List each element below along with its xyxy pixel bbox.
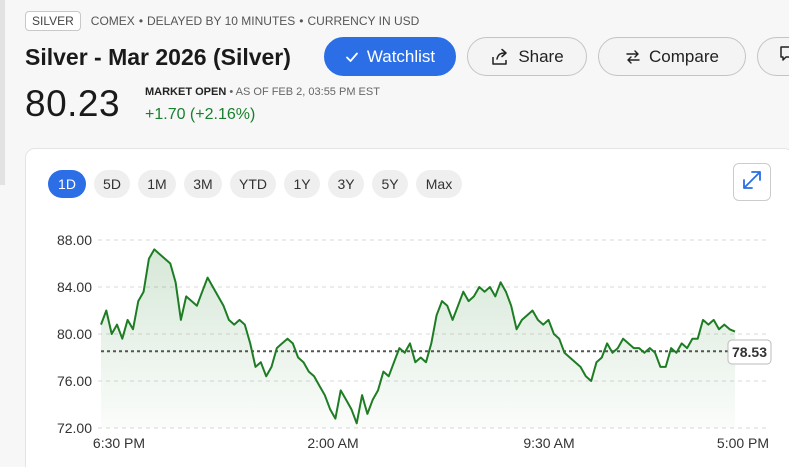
price-area-fill [101, 249, 735, 428]
previous-close-badge: 78.53 [727, 339, 772, 365]
delay-label: DELAYED BY 10 MINUTES [147, 14, 296, 28]
y-tick-label: 76.00 [57, 373, 92, 389]
range-5y[interactable]: 5Y [372, 170, 408, 198]
expand-chart-button[interactable] [733, 163, 771, 201]
separator-dot: • [229, 86, 236, 98]
range-max[interactable]: Max [416, 170, 462, 198]
share-icon [490, 48, 510, 66]
y-tick-label: 88.00 [57, 232, 92, 248]
range-3m[interactable]: 3M [184, 170, 222, 198]
compare-button[interactable]: Compare [598, 37, 746, 76]
range-3y[interactable]: 3Y [328, 170, 364, 198]
y-tick-label: 72.00 [57, 420, 92, 436]
share-button[interactable]: Share [467, 37, 587, 76]
symbol-badge: SILVER [25, 11, 81, 31]
left-edge-rule [0, 0, 5, 185]
quote-meta-row: SILVER COMEX • DELAYED BY 10 MINUTES • C… [25, 11, 419, 31]
separator-dot: • [138, 14, 144, 28]
range-1m[interactable]: 1M [138, 170, 176, 198]
market-open-label: MARKET OPEN [145, 86, 227, 98]
comment-button[interactable] [757, 37, 789, 76]
compare-arrows-icon [625, 49, 641, 65]
range-5d[interactable]: 5D [94, 170, 130, 198]
checkmark-icon [345, 50, 359, 64]
y-tick-label: 84.00 [57, 279, 92, 295]
expand-icon [740, 168, 764, 197]
comment-icon [778, 45, 789, 68]
currency-label: CURRENCY IN USD [307, 14, 420, 28]
x-tick-label: 5:00 PM [717, 435, 769, 451]
range-1y[interactable]: 1Y [284, 170, 320, 198]
x-tick-label: 6:30 PM [93, 435, 145, 451]
exchange-label: COMEX [90, 14, 135, 28]
watchlist-button[interactable]: Watchlist [324, 37, 456, 76]
range-ytd[interactable]: YTD [230, 170, 276, 198]
range-selector: 1D 5D 1M 3M YTD 1Y 3Y 5Y Max [48, 170, 470, 198]
action-bar: Watchlist Share Compare [324, 37, 789, 76]
x-tick-label: 2:00 AM [307, 435, 358, 451]
previous-close-label: 78.53 [732, 344, 767, 360]
page-title: Silver - Mar 2026 (Silver) [25, 44, 291, 70]
share-label: Share [518, 46, 564, 66]
y-tick-label: 80.00 [57, 326, 92, 342]
market-status: MARKET OPEN • AS OF FEB 2, 03:55 PM EST [145, 86, 380, 98]
separator-dot: • [299, 14, 304, 28]
compare-label: Compare [649, 46, 719, 66]
x-tick-label: 9:30 AM [523, 435, 574, 451]
as-of-label: AS OF FEB 2, 03:55 PM EST [235, 86, 380, 98]
current-price: 80.23 [25, 83, 121, 124]
watchlist-label: Watchlist [366, 46, 436, 66]
range-1d[interactable]: 1D [48, 170, 86, 198]
price-series-line [100, 248, 736, 425]
price-change: +1.70 (+2.16%) [145, 106, 256, 123]
